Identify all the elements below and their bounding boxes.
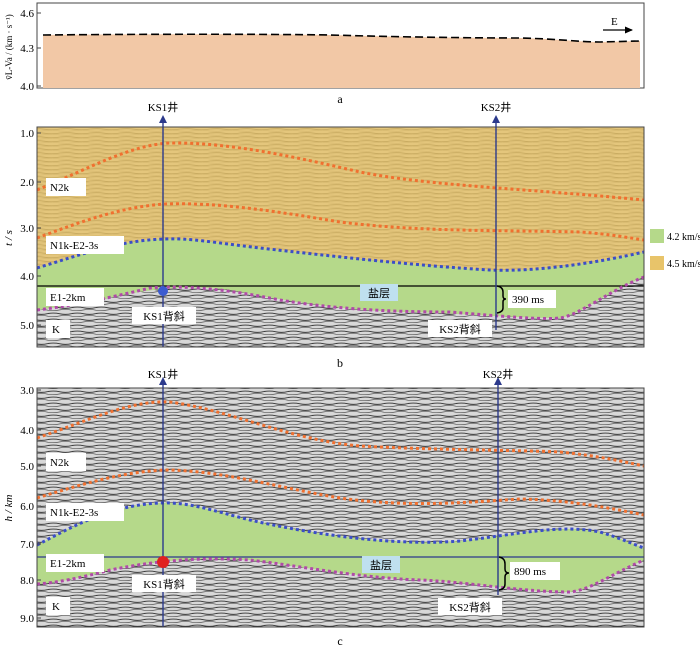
panel-c-y-axis-label: h / km [3, 495, 15, 522]
tick-c-1: 4.0 [20, 425, 34, 437]
panel-b-label-ks2-anticline: KS2背斜 [439, 322, 481, 336]
panel-b-velocity-45-texture [37, 127, 644, 271]
tick-a-0: 4.6 [20, 8, 34, 20]
panel-b-horizon-n2k-top [37, 141, 644, 202]
panel-c-label-ks1-anticline: KS1背斜 [143, 577, 185, 591]
panel-c-thickness-annotation: 890 ms [498, 556, 560, 591]
panel-c-label: c [337, 634, 342, 648]
velocity-curve [42, 33, 641, 43]
panel-c-horizon-n1k-top [37, 468, 644, 517]
panel-b-label-n2k: N2k [50, 182, 69, 194]
tick-c-2: 5.0 [20, 461, 34, 473]
panel-a-y-axis-label: v̄L-Va / (km · s⁻¹) [4, 14, 14, 79]
panel-c-thickness-text: 890 ms [514, 566, 546, 578]
tick-c-4: 7.0 [20, 539, 34, 551]
panel-c-label-ks2-anticline: KS2背斜 [449, 600, 491, 614]
panel-b-y-ticks: 1.0 2.0 3.0 4.0 5.0 [20, 128, 41, 332]
panel-a-y-ticks: 4.6 4.3 4.0 [20, 8, 41, 93]
tick-a-1: 4.3 [20, 43, 34, 55]
panel-c-label-n2k: N2k [50, 457, 69, 469]
panel-b-ks1-well-label: KS1井 [148, 100, 179, 114]
panel-b-legend: 4.2 km/s 4.5 km/s [650, 229, 700, 270]
panel-c-ks2-well-label: KS2井 [483, 367, 514, 381]
panel-c-ks1-marker [157, 556, 169, 568]
tick-c-3: 6.0 [20, 501, 34, 513]
panel-b-ks2-well-label: KS2井 [481, 100, 512, 114]
tick-c-0: 3.0 [20, 385, 34, 397]
panel-b-label-e12km: E1-2km [50, 292, 86, 304]
direction-label: E [611, 16, 618, 28]
panel-b-velocity-42-zone [37, 238, 644, 318]
tick-a-2: 4.0 [20, 81, 34, 93]
panel-b-frame [36, 126, 645, 348]
panel-c-label-salt: 盐层 [370, 559, 392, 572]
tick-c-5: 8.0 [20, 575, 34, 587]
tick-b-1: 2.0 [20, 177, 34, 189]
panel-c-ks1-well-label: KS1井 [148, 367, 179, 381]
panel-c-velocity-42-zone [37, 502, 644, 592]
panel-a: E 4.6 4.3 4.0 v̄L-Va / (km · s⁻¹) a [4, 2, 645, 106]
tick-b-4: 5.0 [20, 320, 34, 332]
panel-b-horizon-n1k-top [37, 202, 644, 242]
panel-c-layer-labels: N2k N1k-E2-3s E1-2km K 盐层 KS1背斜 KS2背斜 [46, 453, 502, 615]
panel-c-well-tops: KS1井 KS2井 [148, 367, 514, 388]
panel-c-horizon-n2k-top [37, 400, 644, 468]
panel-b-label: b [337, 356, 343, 370]
panel-a-label: a [337, 92, 343, 106]
panel-b-well-tops: KS1井 KS2井 [148, 100, 512, 127]
panel-b-label-k: K [52, 324, 60, 336]
panel-b-thickness-annotation: 390 ms [496, 285, 556, 314]
panel-c-horizon-e-top [37, 501, 644, 550]
panel-b-layer-labels: N2k N1k-E2-3s E1-2km K 盐层 KS1背斜 KS2背斜 [46, 178, 492, 338]
panel-b-ks1-marker [158, 286, 168, 296]
panel-b-y-axis-label: t / s [3, 230, 15, 246]
panel-b-thickness-text: 390 ms [512, 294, 544, 306]
panel-c-y-ticks: 3.0 4.0 5.0 6.0 7.0 8.0 9.0 [20, 385, 41, 625]
legend-label-45: 4.5 km/s [667, 259, 700, 270]
legend-label-42: 4.2 km/s [667, 232, 700, 243]
panel-b-horizon-e-top [37, 237, 644, 272]
panel-b-label-n1k: N1k-E2-3s [50, 240, 98, 252]
tick-b-3: 4.0 [20, 271, 34, 283]
panel-c-label-k: K [52, 601, 60, 613]
direction-arrow: E [603, 16, 633, 34]
tick-b-0: 1.0 [20, 128, 34, 140]
panel-c-horizon-k-top [37, 557, 644, 594]
tick-b-2: 3.0 [20, 223, 34, 235]
panel-c-label-n1k: N1k-E2-3s [50, 507, 98, 519]
panel-b: KS1井 KS2井 N2k N1k-E2-3s E1-2km K 盐层 KS1背… [3, 100, 700, 370]
panel-b-label-ks1-anticline: KS1背斜 [143, 309, 185, 323]
panel-c-label-e12km: E1-2km [50, 558, 86, 570]
legend-swatch-45 [650, 256, 664, 270]
panel-c: KS1井 KS2井 N2k N1k-E2-3s E1-2km K 盐层 KS1背… [3, 367, 645, 648]
tick-c-6: 9.0 [20, 613, 34, 625]
velocity-area [43, 34, 640, 88]
panel-b-label-salt: 盐层 [368, 287, 390, 300]
legend-swatch-42 [650, 229, 664, 243]
panel-c-frame [36, 387, 645, 628]
